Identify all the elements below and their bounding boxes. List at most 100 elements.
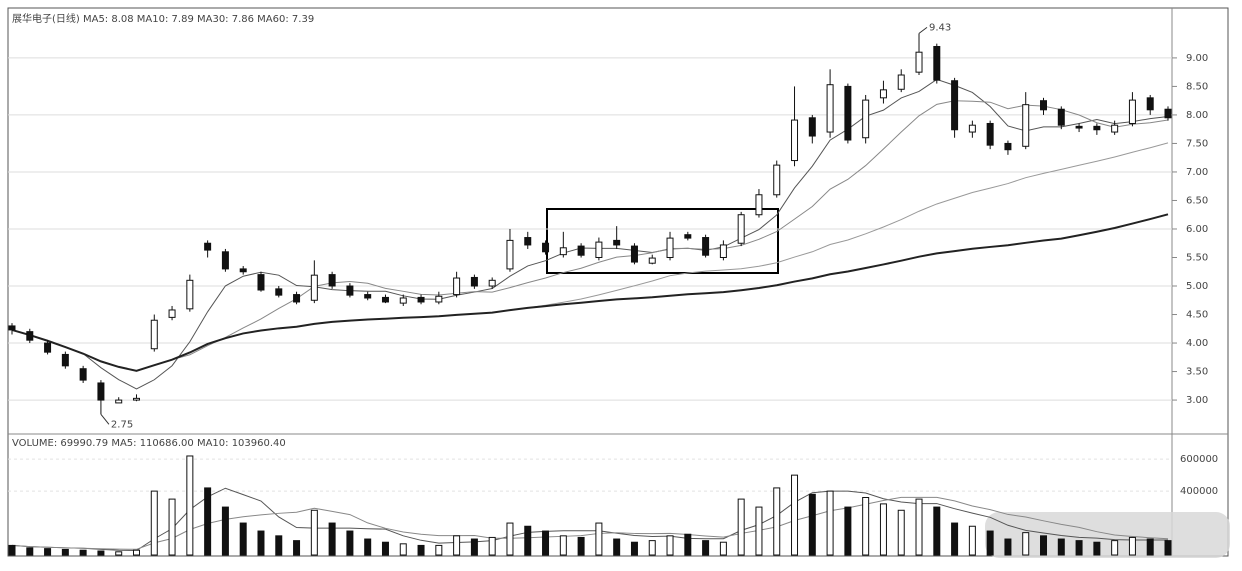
candle-body [381,296,389,303]
volume-bar [1128,536,1136,556]
volume-bar [755,506,763,556]
volume-bar [684,533,692,556]
volume-bar [933,506,941,556]
volume-bar [435,544,443,556]
annotation-leader [100,414,110,425]
candle-body [150,319,158,350]
candle-body [773,164,781,196]
y-tick-label: 6.50 [1186,195,1208,206]
volume-bar [542,530,550,556]
y-tick-label: 5.50 [1186,252,1208,263]
volume-bar [44,548,52,556]
y-tick-label: 9.00 [1186,53,1208,64]
volume-bar [115,551,123,556]
annotation: 9.43 [929,22,951,33]
y-tick-label: 4.50 [1186,310,1208,321]
volume-bar [737,498,745,556]
volume-bar [1075,540,1083,556]
candle-body [897,74,905,90]
candle-body [453,277,461,296]
volume-bar [310,509,318,556]
volume-bar [61,548,69,556]
volume-bar [968,525,976,556]
ma-line [11,100,1169,372]
volume-bar [275,535,283,556]
candle-body [470,276,478,287]
candle-body [737,214,745,244]
volume-bar [862,497,870,556]
volume-bar [168,498,176,556]
candle-body [968,124,976,133]
candle-body [915,51,923,73]
volume-bar [666,535,674,556]
candle-body [61,353,69,367]
volume-bar [791,474,799,556]
candle-body [755,194,763,216]
volume-bar [97,550,105,556]
candle-body [8,325,16,331]
volume-bar [595,522,603,556]
candle-body [595,241,603,258]
volume-bar [951,522,959,556]
candle-body [1022,104,1030,147]
candle-body [488,279,496,287]
volume-bar [897,509,905,556]
volume-bar [648,540,656,556]
annotation: 2.75 [111,419,133,430]
candle-body [1057,108,1065,126]
candle-body [435,295,443,303]
candle-body [275,288,283,296]
volume-bar [808,493,816,556]
volume-bar [293,540,301,556]
candle-body [79,368,87,381]
volume-bar [453,535,461,556]
candle-body [115,399,123,404]
volume-bar [630,541,638,556]
candle-body [346,285,354,296]
candle-body [1040,100,1048,111]
volume-bar [79,549,87,556]
volume-bar [1146,538,1154,556]
frame [7,7,1229,557]
volume-bar [204,487,212,556]
volume-bar [1022,532,1030,556]
candle-body [808,117,816,137]
volume-bar [879,503,887,556]
volume-bar [26,547,34,556]
volume-bar [364,538,372,556]
candle-body [26,331,34,341]
candle-body [1111,124,1119,133]
volume-bar [1004,538,1012,556]
y-tick-label: 7.50 [1186,138,1208,149]
volume-bar [986,530,994,556]
volume-bar [773,487,781,556]
candle-body [97,382,105,401]
volume-bar [613,538,621,556]
volume-bar [1111,540,1119,556]
candle-body [257,274,265,291]
y-tick-label: 7.00 [1186,167,1208,178]
volume-bar [470,538,478,556]
candle-body [648,257,656,264]
candle-body [684,234,692,239]
volume-bar [577,536,585,556]
candle-body [186,279,194,310]
candle-body [986,122,994,146]
candle-body [293,294,301,303]
volume-bar [221,506,229,556]
volume-bar [328,522,336,556]
candle-body [524,237,532,246]
ma-line [11,78,1169,390]
y-tick-label: 8.00 [1186,110,1208,121]
volume-bar [506,522,514,556]
candle-body [702,237,710,256]
volume-bar [346,530,354,556]
volume-bar [826,490,834,556]
candle-body [168,309,176,318]
candle-body [1128,99,1136,124]
candle-body [1146,97,1154,111]
volume-bar [257,530,265,556]
y-tick-label: 3.00 [1186,395,1208,406]
candle-body [933,45,941,81]
